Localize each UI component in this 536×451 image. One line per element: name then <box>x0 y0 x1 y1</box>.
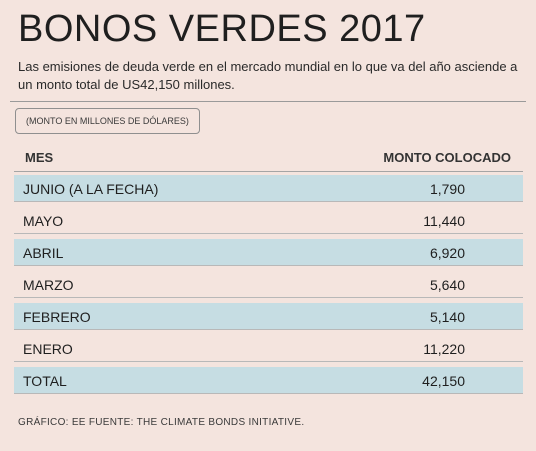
unit-note: (MONTO EN MILLONES DE DÓLARES) <box>15 108 200 134</box>
row-label: FEBRERO <box>23 309 91 325</box>
table-row: FEBRERO 5,140 <box>14 303 523 330</box>
table-row: TOTAL 42,150 <box>14 367 523 394</box>
table-row: JUNIO (A LA FECHA) 1,790 <box>14 175 523 202</box>
row-divider <box>14 265 523 266</box>
row-label: MAYO <box>23 213 64 229</box>
header-divider <box>10 101 526 102</box>
chart-title: BONOS VERDES 2017 <box>18 8 426 50</box>
column-header-amount: MONTO COLOCADO <box>383 150 511 165</box>
row-value: 11,220 <box>423 341 465 357</box>
chart-subtitle: Las emisiones de deuda verde en el merca… <box>18 59 518 92</box>
source-note: GRÁFICO: EE FUENTE: THE CLIMATE BONDS IN… <box>18 417 305 428</box>
row-value: 6,920 <box>429 245 465 261</box>
row-divider <box>14 329 523 330</box>
table-row: MAYO 11,440 <box>14 207 523 234</box>
row-divider <box>14 393 523 394</box>
row-value: 11,440 <box>423 213 465 229</box>
row-divider <box>14 201 523 202</box>
row-divider <box>14 297 523 298</box>
row-label: TOTAL <box>23 373 67 389</box>
row-value: 1,790 <box>429 181 465 197</box>
row-label: MARZO <box>23 277 74 293</box>
row-label: ABRIL <box>23 245 64 261</box>
row-value: 5,640 <box>429 277 465 293</box>
table-row: MARZO 5,640 <box>14 271 523 298</box>
row-value: 42,150 <box>422 373 465 389</box>
row-divider <box>14 361 523 362</box>
row-label: JUNIO (A LA FECHA) <box>23 181 159 197</box>
table-row: ENERO 11,220 <box>14 335 523 362</box>
header-row-divider <box>14 171 523 172</box>
row-divider <box>14 233 523 234</box>
row-label: ENERO <box>23 341 73 357</box>
column-header-month: MES <box>25 150 54 165</box>
table-row: ABRIL 6,920 <box>14 239 523 266</box>
row-value: 5,140 <box>429 309 465 325</box>
